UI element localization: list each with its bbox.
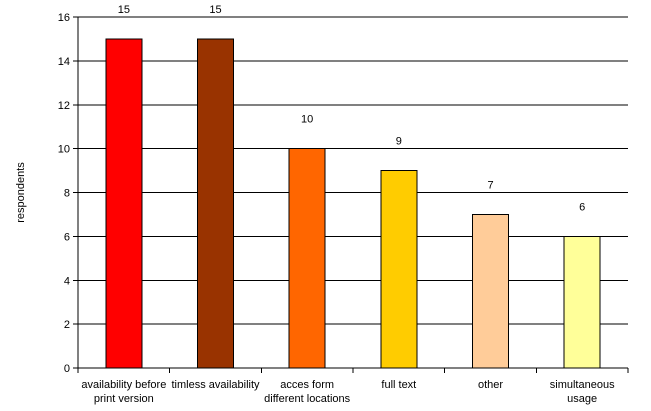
- bar: [105, 38, 143, 369]
- y-tick-label: 2: [64, 319, 70, 331]
- bar: [288, 148, 326, 369]
- x-category-label: other: [478, 379, 503, 391]
- y-tick-label: 0: [64, 363, 70, 375]
- y-tick-label: 6: [64, 231, 70, 243]
- y-tick-labels: 0 2 4 6 8 10 12 14 16: [58, 12, 70, 375]
- y-tick-label: 12: [58, 100, 70, 112]
- data-label: 7: [487, 179, 493, 191]
- x-category-label: timless availability: [171, 379, 260, 391]
- bar: [472, 213, 509, 369]
- y-tick-label: 10: [58, 144, 70, 156]
- y-tick-label: 4: [64, 275, 70, 287]
- data-labels: 15 15 10 9 7 6: [118, 4, 586, 213]
- bar: [380, 170, 418, 369]
- axes: [77, 17, 629, 373]
- bar: [197, 38, 234, 369]
- bar: [563, 235, 601, 369]
- x-category-label: availability before print version: [81, 379, 166, 405]
- y-tick-label: 8: [64, 188, 70, 200]
- gridlines: [73, 16, 628, 369]
- data-label: 9: [396, 136, 402, 148]
- x-category-labels: availability before print version timless …: [81, 379, 615, 405]
- data-label: 15: [118, 4, 130, 16]
- x-category-label: full text: [381, 379, 416, 391]
- data-label: 10: [301, 114, 313, 126]
- y-tick-label: 16: [58, 12, 70, 24]
- x-category-label: simultaneous usage: [550, 379, 615, 405]
- bars: [105, 38, 601, 369]
- y-axis-title: respondents: [15, 162, 27, 223]
- data-label: 15: [209, 4, 221, 16]
- data-label: 6: [579, 201, 585, 213]
- x-category-label: acces form different locations: [264, 379, 351, 405]
- y-tick-label: 14: [58, 56, 70, 68]
